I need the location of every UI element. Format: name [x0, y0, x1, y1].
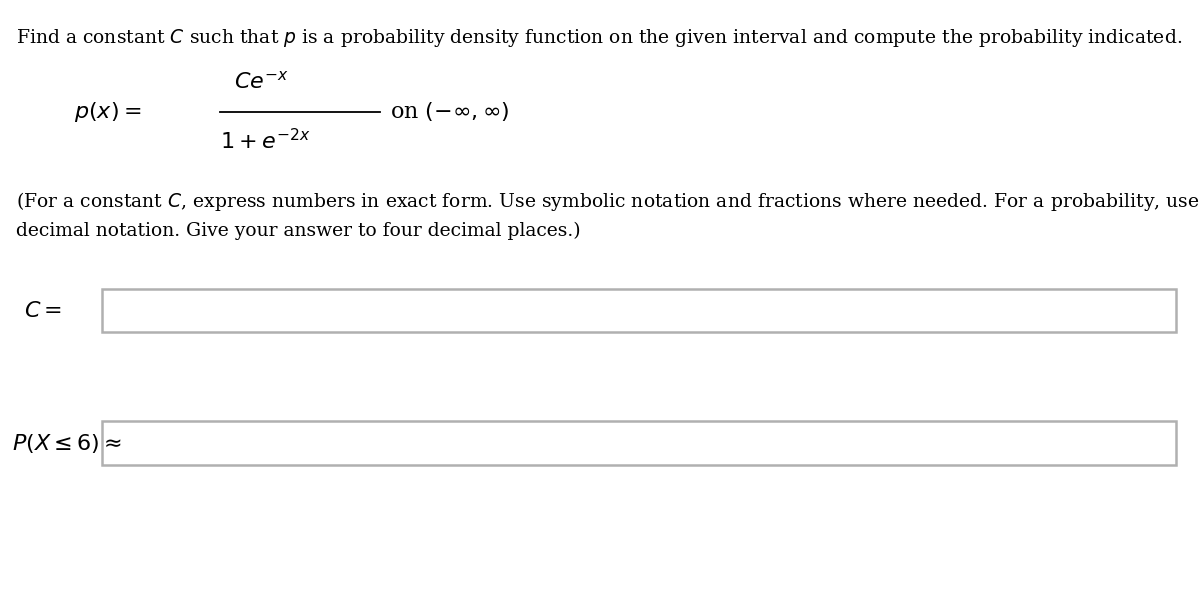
- Text: $C =$: $C =$: [24, 300, 62, 321]
- Text: on $(-\infty, \infty)$: on $(-\infty, \infty)$: [390, 100, 509, 123]
- Text: $p(x) =$: $p(x) =$: [74, 99, 142, 124]
- Text: $Ce^{-x}$: $Ce^{-x}$: [234, 72, 288, 93]
- Text: $1 + e^{-2x}$: $1 + e^{-2x}$: [220, 129, 310, 154]
- Text: Find a constant $C$ such that $p$ is a probability density function on the given: Find a constant $C$ such that $p$ is a p…: [16, 27, 1182, 49]
- Text: $P(X \leq 6) \approx$: $P(X \leq 6) \approx$: [12, 432, 122, 455]
- Text: (For a constant $C$, express numbers in exact form. Use symbolic notation and fr: (For a constant $C$, express numbers in …: [16, 190, 1199, 241]
